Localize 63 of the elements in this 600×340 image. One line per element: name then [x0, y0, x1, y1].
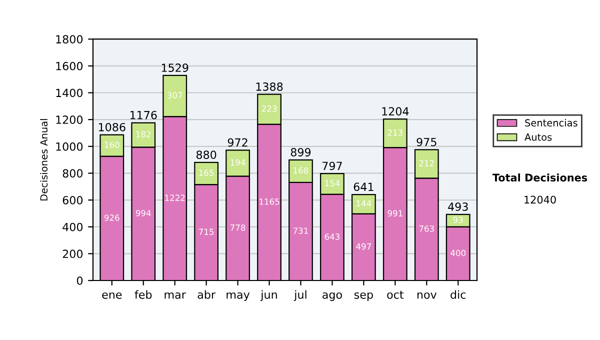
total-label: 899 — [290, 148, 311, 156]
total-label: 1086 — [98, 122, 126, 132]
y-tick-label: 1200 — [56, 116, 83, 124]
data-label: 994 — [136, 210, 151, 216]
total-label: 1204 — [382, 107, 409, 116]
data-label: 991 — [388, 210, 402, 216]
total-label: 1529 — [162, 64, 188, 72]
x-tick-label: dic — [450, 290, 466, 299]
x-tick-label: mar — [164, 292, 186, 299]
x-tick-label: jul — [294, 290, 306, 301]
x-tick-label: may — [226, 292, 250, 301]
text: 12040 — [524, 196, 556, 204]
data-label: 182 — [136, 131, 150, 138]
y-axis-title: Decisiones Anual — [40, 119, 48, 200]
y-tick-label: 0 — [76, 276, 83, 285]
total-label: 493 — [448, 202, 468, 211]
y-tick-label: 1400 — [56, 88, 83, 98]
total-label: 972 — [228, 138, 248, 147]
total-label: 1388 — [256, 82, 283, 91]
x-tick-label: feb — [134, 290, 152, 299]
data-label: 160 — [104, 142, 120, 148]
x-tick-label: abr — [198, 290, 216, 299]
y-tick-label: 1600 — [56, 62, 83, 70]
x-tick-label: ene — [102, 292, 122, 299]
data-label: 400 — [450, 250, 466, 256]
data-label: 194 — [230, 159, 246, 166]
x-tick-label: oct — [387, 290, 404, 299]
data-label: 715 — [199, 228, 214, 235]
data-label: 212 — [419, 160, 434, 166]
y-tick-label: 600 — [62, 196, 83, 204]
x-tick-label: ago — [322, 292, 342, 301]
data-label: 223 — [262, 105, 277, 112]
data-label: 93 — [453, 216, 463, 224]
data-label: 307 — [168, 92, 182, 98]
legend-label: Autos — [524, 134, 552, 141]
y-tick-label: 200 — [62, 250, 83, 258]
data-label: 154 — [325, 180, 340, 186]
data-label: 731 — [293, 228, 308, 234]
total-label: 641 — [354, 182, 374, 192]
total-label: 797 — [322, 162, 342, 170]
data-label: 1165 — [260, 198, 280, 205]
data-label: 778 — [230, 224, 246, 231]
total-label: 880 — [196, 150, 216, 159]
x-tick-label: nov — [417, 292, 437, 299]
y-tick-label: 400 — [62, 222, 83, 232]
y-tick-label: 800 — [62, 169, 83, 178]
x-tick-label: jun — [260, 290, 277, 301]
data-label: 643 — [324, 234, 340, 240]
x-tick-label: sep — [354, 292, 373, 301]
legend-label: Sentencias — [525, 118, 578, 127]
total-label: 975 — [416, 138, 436, 146]
text: Total Decisiones — [492, 173, 588, 182]
data-label: 497 — [356, 243, 371, 250]
data-label: 168 — [294, 167, 308, 174]
total-label: 1176 — [130, 110, 157, 120]
data-label: 165 — [199, 170, 214, 176]
data-label: 926 — [104, 214, 120, 221]
data-label: 1222 — [165, 194, 185, 201]
data-label: 144 — [356, 200, 372, 206]
data-label: 763 — [419, 225, 434, 232]
data-label: 213 — [388, 129, 402, 136]
y-tick-label: 1800 — [56, 35, 83, 44]
y-tick-label: 1000 — [56, 142, 83, 151]
